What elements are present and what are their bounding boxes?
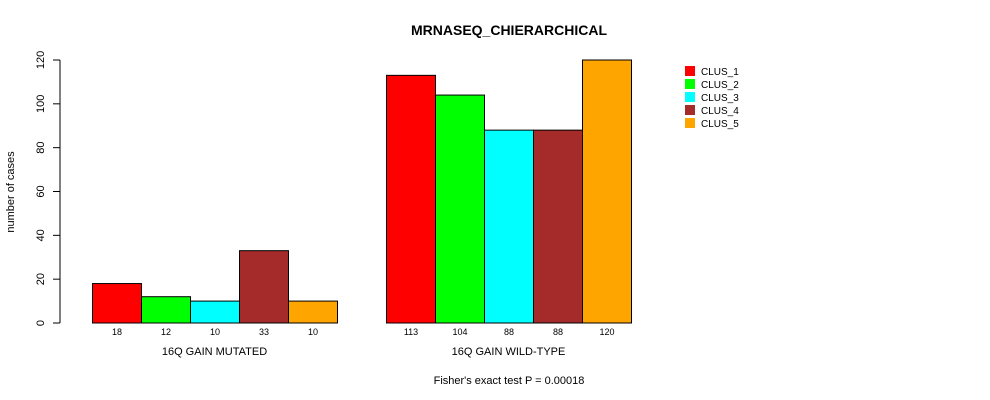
bar — [435, 94, 485, 324]
y-tick-label: 20 — [35, 273, 47, 285]
bar — [484, 129, 534, 324]
group-label: 16Q GAIN MUTATED — [162, 346, 267, 358]
bars: 18 12 10 33 10 113 104 88 88 120 — [92, 59, 632, 337]
bar-count-label: 113 — [404, 327, 418, 337]
y-tick-label: 0 — [35, 320, 47, 326]
bar — [533, 129, 583, 324]
y-tick-label: 60 — [35, 185, 47, 197]
legend-label: CLUS_4 — [701, 106, 739, 117]
legend-swatch — [685, 92, 695, 102]
y-tick-label: 80 — [35, 142, 47, 154]
bar-count-label: 88 — [553, 327, 563, 337]
y-tick-label: 120 — [35, 51, 47, 69]
legend-label: CLUS_3 — [701, 93, 739, 104]
chart-title: MRNASEQ_CHIERARCHICAL — [411, 22, 607, 38]
y-axis: 0 20 40 60 80 100 120 — [35, 51, 61, 326]
legend-swatch — [685, 118, 695, 128]
y-tick-label: 40 — [35, 229, 47, 241]
y-axis-label: number of cases — [5, 151, 17, 233]
bar — [386, 74, 436, 324]
bar — [288, 300, 338, 324]
fishers-test-footnote: Fisher's exact test P = 0.00018 — [434, 375, 585, 387]
bar-count-label: 33 — [259, 327, 269, 337]
bar-count-label: 88 — [504, 327, 514, 337]
group-labels: 16Q GAIN MUTATED 16Q GAIN WILD-TYPE — [162, 346, 566, 358]
group-label: 16Q GAIN WILD-TYPE — [452, 346, 566, 358]
bar — [190, 300, 240, 324]
bar-count-label: 104 — [452, 327, 467, 337]
bar-count-label: 10 — [308, 327, 318, 337]
bar-count-label: 120 — [599, 327, 614, 337]
y-tick-label: 100 — [35, 95, 47, 113]
bar — [141, 296, 191, 324]
legend-swatch — [685, 79, 695, 89]
legend-swatch — [685, 66, 695, 76]
bar — [239, 250, 289, 324]
bar-count-label: 12 — [161, 327, 171, 337]
bar — [92, 283, 142, 324]
legend-swatch — [685, 105, 695, 115]
bar — [582, 59, 632, 324]
legend: CLUS_1 CLUS_2 CLUS_3 CLUS_4 CLUS_5 — [685, 66, 739, 130]
legend-label: CLUS_1 — [701, 67, 739, 78]
bar-count-label: 18 — [112, 327, 122, 337]
bar-count-label: 10 — [210, 327, 220, 337]
legend-label: CLUS_5 — [701, 119, 739, 130]
legend-label: CLUS_2 — [701, 80, 739, 91]
